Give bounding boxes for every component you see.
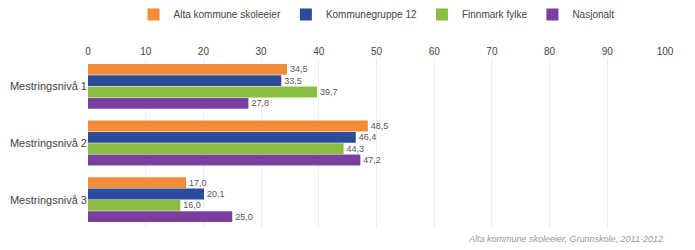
- svg-text:27,8: 27,8: [251, 98, 269, 108]
- svg-text:60: 60: [429, 46, 441, 57]
- svg-text:0: 0: [85, 46, 91, 57]
- svg-text:40: 40: [313, 46, 325, 57]
- svg-text:48,5: 48,5: [371, 121, 389, 131]
- svg-text:20: 20: [198, 46, 210, 57]
- svg-text:25,0: 25,0: [235, 212, 253, 222]
- svg-text:100: 100: [657, 46, 674, 57]
- svg-text:16,0: 16,0: [183, 200, 201, 210]
- svg-text:70: 70: [486, 46, 498, 57]
- svg-text:10: 10: [140, 46, 152, 57]
- svg-text:39,7: 39,7: [320, 87, 338, 97]
- svg-text:Finnmark fylke: Finnmark fylke: [462, 9, 527, 20]
- svg-text:50: 50: [371, 46, 383, 57]
- svg-text:Nasjonalt: Nasjonalt: [572, 9, 614, 20]
- svg-text:90: 90: [602, 46, 614, 57]
- svg-text:30: 30: [256, 46, 268, 57]
- svg-text:Mestringsnivå 3: Mestringsnivå 3: [10, 194, 87, 206]
- svg-text:47,2: 47,2: [363, 155, 381, 165]
- svg-text:Mestringsnivå 1: Mestringsnivå 1: [10, 80, 87, 92]
- svg-text:34,5: 34,5: [290, 64, 308, 74]
- svg-text:Alta kommune skoleeier, Grunns: Alta kommune skoleeier, Grunnskole, 2011…: [468, 234, 663, 244]
- svg-text:Mestringsnivå 2: Mestringsnivå 2: [10, 137, 87, 149]
- svg-text:Alta kommune skoleeier: Alta kommune skoleeier: [174, 9, 281, 20]
- svg-text:80: 80: [544, 46, 556, 57]
- svg-text:17,0: 17,0: [189, 178, 207, 188]
- svg-text:46,4: 46,4: [359, 132, 377, 142]
- svg-text:20,1: 20,1: [207, 189, 225, 199]
- svg-text:33,5: 33,5: [284, 76, 302, 86]
- svg-text:44,3: 44,3: [347, 144, 365, 154]
- svg-text:Kommunegruppe 12: Kommunegruppe 12: [326, 9, 417, 20]
